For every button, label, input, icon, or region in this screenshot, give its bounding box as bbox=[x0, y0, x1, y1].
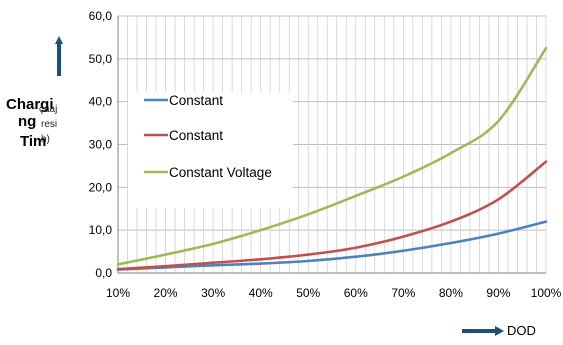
x-tick-label: 50% bbox=[296, 286, 320, 300]
x-tick-label: 10% bbox=[106, 286, 130, 300]
y-tick-label: 30,0 bbox=[89, 138, 113, 152]
y-tick-label: 10,0 bbox=[89, 223, 113, 237]
legend-label-1: Constant bbox=[169, 93, 223, 108]
x-tick-label: 40% bbox=[249, 286, 273, 300]
series-line-3 bbox=[116, 46, 548, 266]
x-tick-label: 60% bbox=[344, 286, 368, 300]
x-axis-label: DOD bbox=[507, 323, 536, 338]
x-tick-label: 90% bbox=[486, 286, 510, 300]
legend-background bbox=[128, 92, 293, 208]
x-axis-arrow bbox=[462, 326, 504, 336]
y-tick-label: 20,0 bbox=[89, 180, 113, 194]
x-tick-label: 100% bbox=[531, 286, 562, 300]
x-axis-ticks: 10% 20% 30% 40% 50% 60% 70% 80% 90% 100% bbox=[106, 286, 562, 300]
series-line-2 bbox=[116, 160, 548, 271]
y-axis-label-line2: ng bbox=[18, 113, 36, 130]
x-tick-label: 80% bbox=[439, 286, 463, 300]
legend: Constant Constant Constant Voltage bbox=[144, 93, 272, 180]
x-tick-label: 20% bbox=[154, 286, 178, 300]
y-tick-label: 40,0 bbox=[89, 95, 113, 109]
y-axis-label-line3: Tim bbox=[20, 133, 46, 150]
legend-label-3: Constant Voltage bbox=[169, 165, 272, 180]
y-axis-label-fragment-c: h) bbox=[41, 134, 50, 145]
y-tick-label: 50,0 bbox=[89, 52, 113, 66]
series-lines bbox=[116, 46, 548, 271]
y-tick-label: 60,0 bbox=[89, 9, 113, 23]
y-axis-label-fragment-a: çaaj bbox=[39, 104, 57, 115]
y-tick-label: 0,0 bbox=[95, 266, 112, 280]
y-axis-label-line1: Chargi bbox=[6, 96, 54, 113]
y-axis-arrow bbox=[55, 36, 63, 76]
series-line-1 bbox=[116, 220, 548, 271]
y-axis-ticks: 0,0 10,0 20,0 30,0 40,0 50,0 60,0 bbox=[89, 9, 113, 280]
legend-label-2: Constant bbox=[169, 128, 223, 143]
x-tick-label: 70% bbox=[391, 286, 415, 300]
y-axis-label-fragment-b: resi bbox=[41, 119, 57, 130]
x-tick-label: 30% bbox=[201, 286, 225, 300]
